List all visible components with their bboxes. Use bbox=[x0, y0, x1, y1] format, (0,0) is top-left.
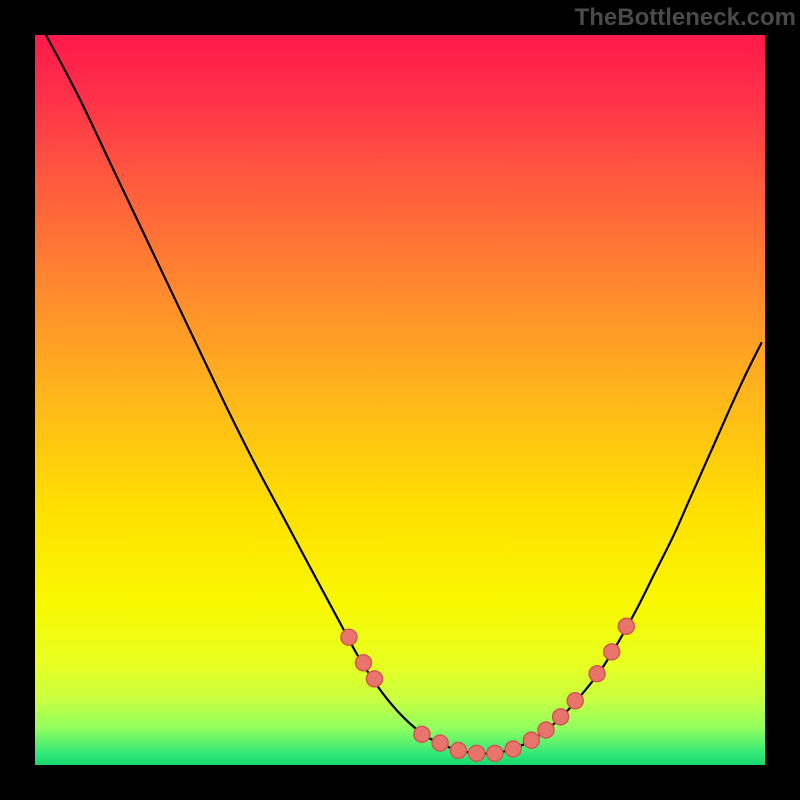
data-marker bbox=[469, 745, 485, 761]
data-marker bbox=[356, 655, 372, 671]
data-marker bbox=[553, 709, 569, 725]
data-marker bbox=[366, 671, 382, 687]
data-marker bbox=[341, 629, 357, 645]
data-marker bbox=[589, 666, 605, 682]
gradient-background bbox=[35, 35, 765, 765]
data-marker bbox=[505, 741, 521, 757]
bottleneck-chart bbox=[35, 35, 765, 765]
data-marker bbox=[487, 745, 503, 761]
data-marker bbox=[432, 735, 448, 751]
data-marker bbox=[538, 722, 554, 738]
data-marker bbox=[618, 618, 634, 634]
data-marker bbox=[414, 726, 430, 742]
watermark-text: TheBottleneck.com bbox=[575, 4, 796, 32]
data-marker bbox=[450, 742, 466, 758]
data-marker bbox=[604, 644, 620, 660]
data-marker bbox=[523, 732, 539, 748]
data-marker bbox=[567, 693, 583, 709]
